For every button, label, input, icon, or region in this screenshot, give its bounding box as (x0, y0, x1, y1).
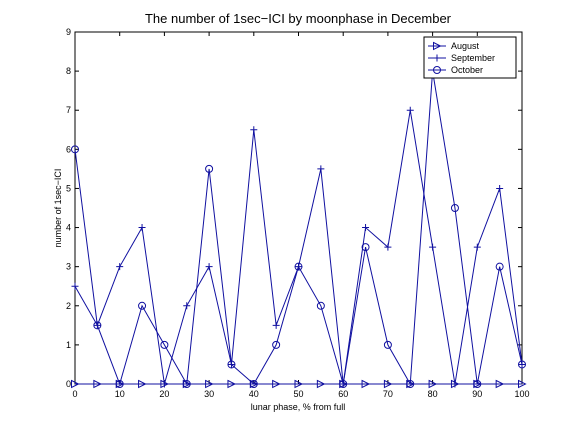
data-point (495, 379, 505, 389)
data-point (496, 184, 504, 192)
x-tick-label: 70 (383, 389, 393, 399)
legend-label: August (451, 41, 480, 51)
data-point (383, 340, 392, 349)
data-point (71, 145, 79, 154)
legend-marker (433, 54, 441, 62)
data-point (428, 379, 438, 389)
data-point (160, 380, 168, 388)
data-point (205, 164, 214, 173)
data-point (249, 380, 258, 388)
series-layer (71, 67, 527, 389)
y-tick-label: 8 (66, 66, 71, 76)
data-point (294, 379, 304, 389)
x-axis-label: lunar phase, % from full (251, 402, 346, 412)
plot-area (74, 31, 523, 385)
x-tick-label: 50 (293, 389, 303, 399)
data-point (316, 379, 326, 389)
y-tick-label: 9 (66, 27, 71, 37)
x-tick-label: 10 (115, 389, 125, 399)
y-tick-label: 0 (66, 379, 71, 389)
legend: August September October (423, 36, 517, 79)
x-tick-label: 30 (204, 389, 214, 399)
data-point (451, 380, 459, 388)
legend-marker (433, 66, 441, 74)
data-point (473, 380, 482, 388)
x-tick-label: 80 (428, 389, 438, 399)
data-point (160, 340, 169, 349)
data-point (71, 282, 79, 290)
x-tick-label: 90 (472, 389, 482, 399)
data-point (272, 321, 280, 329)
y-tick-label: 5 (66, 183, 71, 193)
x-tick-label: 100 (514, 389, 529, 399)
y-tick-label: 1 (66, 340, 71, 350)
data-point (205, 263, 213, 271)
data-point (429, 243, 437, 251)
data-point (361, 243, 370, 252)
data-point (317, 165, 325, 173)
data-point (383, 379, 393, 389)
chart-title: The number of 1sec−ICI by moonphase in D… (145, 11, 452, 26)
data-point (182, 380, 191, 388)
data-point (406, 380, 415, 388)
data-point (227, 379, 237, 389)
data-point (272, 379, 281, 389)
x-tick-label: 60 (338, 389, 348, 399)
data-point (362, 224, 370, 232)
data-point (93, 321, 102, 330)
data-point (450, 204, 459, 212)
data-point (205, 379, 214, 389)
y-tick-label: 4 (66, 223, 71, 233)
data-point (138, 301, 147, 310)
axis-ticks: 0 10 20 30 40 50 60 70 80 90 100 0 1 2 3 4 5 6 7 8 9 (66, 27, 530, 399)
y-tick-label: 3 (66, 262, 71, 272)
data-point (518, 379, 527, 389)
y-tick-label: 6 (66, 144, 71, 154)
data-point (115, 380, 124, 388)
x-tick-label: 0 (72, 389, 77, 399)
data-point (71, 379, 80, 389)
data-point (518, 360, 526, 369)
x-tick-label: 20 (159, 389, 169, 399)
data-point (138, 379, 147, 389)
legend-marker (433, 41, 442, 51)
y-tick-label: 7 (66, 105, 71, 115)
data-point (406, 106, 414, 114)
data-point (138, 224, 146, 232)
series-line (74, 71, 523, 386)
data-point (250, 126, 258, 134)
data-point (93, 379, 102, 389)
data-point (495, 262, 504, 271)
data-point (384, 243, 392, 251)
x-tick-label: 40 (249, 389, 259, 399)
data-point (473, 243, 481, 251)
data-point (227, 360, 236, 369)
data-point (294, 262, 303, 271)
data-point (272, 340, 281, 349)
data-point (116, 263, 124, 271)
data-point (316, 301, 325, 310)
legend-label: September (451, 53, 495, 63)
y-axis-label: number of 1sec−ICI (53, 169, 63, 248)
y-tick-label: 2 (66, 301, 71, 311)
data-point (183, 302, 191, 310)
data-point (339, 380, 348, 388)
legend-label: October (451, 65, 483, 75)
data-point (361, 379, 371, 389)
